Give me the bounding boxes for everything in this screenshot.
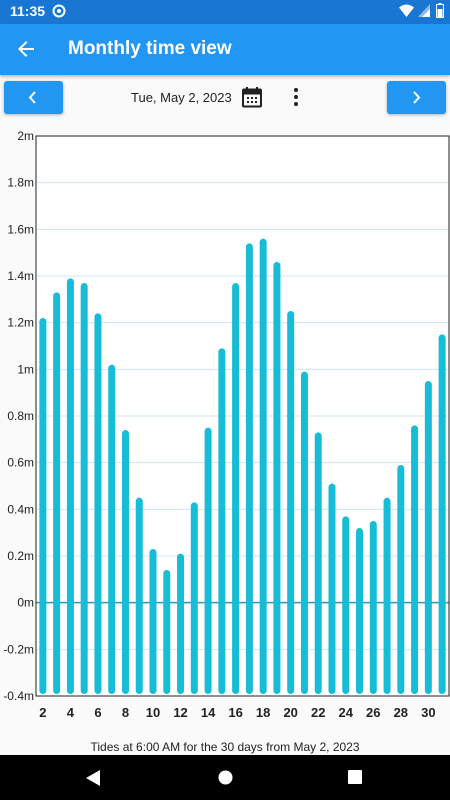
y-tick-label: 0.6m — [7, 456, 34, 470]
bar — [135, 497, 143, 694]
x-tick-label: 16 — [228, 705, 242, 720]
x-tick-label: 28 — [394, 705, 408, 720]
y-tick-label: 1.2m — [7, 316, 34, 330]
y-tick-label: -0.4m — [3, 689, 34, 703]
x-tick-label: 30 — [421, 705, 435, 720]
previous-month-button[interactable] — [4, 81, 63, 114]
x-tick-label: 12 — [173, 705, 187, 720]
bar — [204, 427, 212, 694]
status-bar: 11:35 — [0, 0, 450, 24]
system-nav-bar — [0, 755, 450, 800]
battery-icon — [436, 3, 444, 21]
bar — [108, 364, 116, 694]
x-tick-label: 14 — [201, 705, 216, 720]
bar — [287, 311, 295, 694]
bar — [383, 497, 391, 694]
bar — [397, 465, 405, 694]
back-nav-icon[interactable] — [86, 770, 100, 791]
x-tick-label: 4 — [67, 705, 75, 720]
chevron-left-icon — [28, 91, 36, 104]
bar — [121, 430, 129, 694]
bar — [411, 425, 419, 694]
chevron-right-icon — [413, 91, 421, 104]
bar — [328, 483, 336, 694]
y-tick-label: 2m — [17, 129, 34, 143]
bar — [39, 318, 47, 694]
bar — [314, 432, 322, 694]
sync-icon — [52, 4, 66, 21]
y-tick-label: -0.2m — [3, 642, 34, 656]
x-tick-label: 26 — [366, 705, 380, 720]
y-tick-label: 0.2m — [7, 549, 34, 563]
bar — [53, 292, 61, 694]
date-toolbar: Tue, May 2, 2023 — [0, 76, 450, 120]
y-tick-label: 1.6m — [7, 222, 34, 236]
bar — [300, 371, 308, 694]
y-tick-label: 0.8m — [7, 409, 34, 423]
bar — [177, 553, 185, 694]
bar — [218, 348, 226, 694]
bar — [80, 283, 88, 694]
calendar-icon[interactable] — [242, 87, 262, 113]
bar — [342, 516, 350, 694]
wifi-icon — [399, 4, 414, 20]
page-title: Monthly time view — [68, 38, 232, 59]
x-tick-label: 24 — [339, 705, 354, 720]
x-tick-label: 18 — [256, 705, 270, 720]
bar — [356, 528, 364, 694]
more-options-icon[interactable] — [290, 87, 302, 112]
y-tick-label: 1m — [17, 362, 34, 376]
bar — [163, 570, 171, 694]
chart-caption: Tides at 6:00 AM for the 30 days from Ma… — [90, 740, 360, 754]
bar — [259, 238, 267, 694]
x-tick-label: 20 — [283, 705, 297, 720]
plot-frame — [35, 135, 450, 697]
x-tick-label: 10 — [146, 705, 160, 720]
x-tick-label: 8 — [122, 705, 129, 720]
home-nav-icon[interactable] — [218, 770, 233, 790]
app-bar: Monthly time view — [0, 24, 450, 75]
back-arrow-icon[interactable] — [14, 37, 38, 61]
bar — [438, 334, 446, 694]
signal-icon — [418, 4, 430, 20]
recents-nav-icon[interactable] — [348, 770, 362, 789]
y-tick-label: 0.4m — [7, 502, 34, 516]
bar — [273, 262, 281, 694]
x-tick-label: 2 — [39, 705, 46, 720]
bar — [190, 502, 198, 694]
tide-chart: 2m 1.8m 1.6m 1.4m 1.2m 1m 0.8m 0.6m 0.4m 0.2m 0m -0… — [3, 129, 450, 720]
y-tick-label: 1.4m — [7, 269, 34, 283]
bar — [424, 381, 432, 694]
x-tick-label: 6 — [94, 705, 101, 720]
x-tick-label: 22 — [311, 705, 325, 720]
bar — [245, 243, 253, 694]
bar — [369, 521, 377, 694]
bar — [232, 283, 240, 694]
bar — [94, 313, 102, 694]
current-date[interactable]: Tue, May 2, 2023 — [131, 90, 232, 105]
next-month-button[interactable] — [387, 81, 446, 114]
bar — [66, 278, 74, 694]
bar — [149, 549, 157, 694]
status-time: 11:35 — [10, 3, 46, 19]
y-tick-label: 1.8m — [7, 176, 34, 190]
y-tick-label: 0m — [17, 596, 34, 610]
